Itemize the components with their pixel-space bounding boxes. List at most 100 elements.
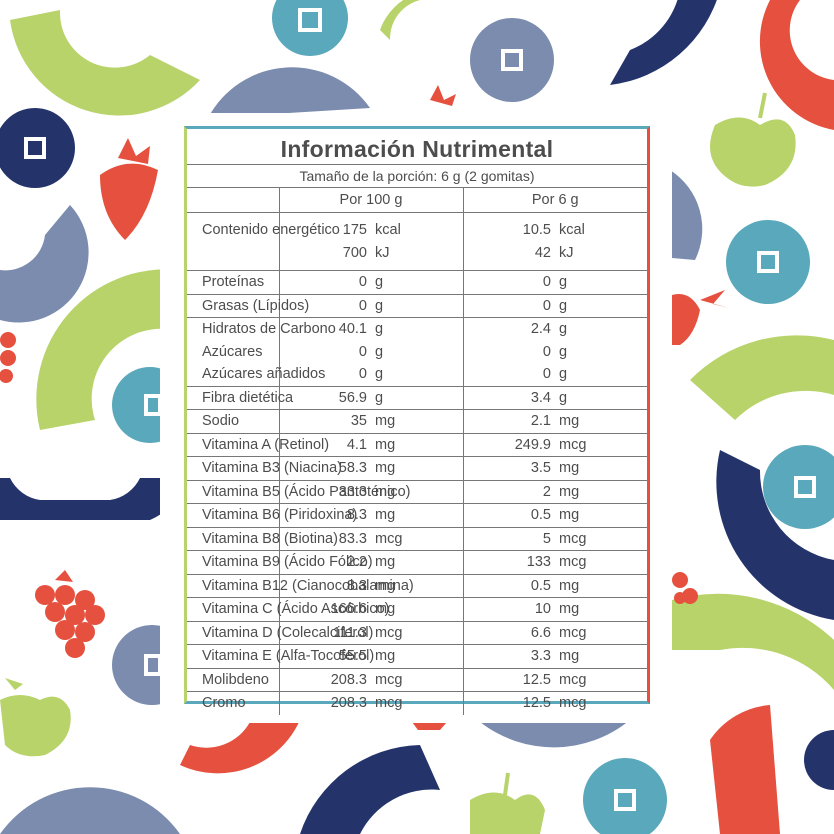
nutrient-row: Grasas (Lípidos) 0 g 0 g	[187, 294, 647, 318]
nutrient-unit: mg	[371, 433, 463, 457]
nutrient-unit2: g	[559, 321, 568, 337]
nutrient-per-serving: 12.5	[462, 668, 555, 692]
nutrient-per100: 0	[278, 340, 371, 363]
nutrient-name: Molibdeno	[187, 668, 279, 692]
nutrient-name: Vitamina A (Retinol)	[187, 433, 329, 457]
nutrient-name: Grasas (Lípidos)	[187, 294, 309, 318]
slate-dome-shape	[208, 67, 370, 118]
nutrient-unit: mcg	[371, 621, 463, 645]
panel-title: Información Nutrimental	[187, 129, 647, 165]
nutrient-name: Vitamina C (Ácido Ascórbico)	[187, 597, 390, 622]
nutrient-name: Vitamina E (Alfa-Tocoferol)	[187, 644, 374, 669]
nutrient-per100: 0	[278, 294, 371, 318]
nutrient-unit: g	[375, 321, 384, 337]
nutrient-unit: mg	[371, 409, 463, 434]
nutrient-name: Vitamina B3 (Niacina)	[187, 456, 342, 481]
nutrient-unit2: mcg	[555, 668, 647, 692]
nutrient-per100: 35	[278, 409, 371, 434]
navy-arc-shape	[300, 745, 440, 834]
nutrient-unit2: mg	[555, 503, 647, 528]
nutrient-unit: mg	[371, 480, 463, 504]
nutrient-row: Vitamina D (Colecalciferol) 111.3 mcg 6.6 mc…	[187, 621, 647, 645]
blueberry-icon	[804, 730, 834, 790]
red-arc-shape	[710, 705, 780, 834]
nutrient-per100: 208.3	[278, 668, 371, 692]
nutrient-per-serving: 3.3	[462, 644, 555, 669]
energy-kcal-per-serving: 10.5	[462, 212, 555, 242]
nutrient-unit: g	[371, 270, 463, 295]
energy-kj-unit: kJ	[371, 241, 463, 271]
nutrient-unit: g	[371, 294, 463, 318]
slate-dome-shape	[0, 787, 180, 834]
nutrient-unit: mg	[371, 597, 463, 622]
red-arc-shape	[180, 720, 300, 774]
nutrient-row: Vitamina C (Ácido Ascórbico) 166.6 mg 10 mg	[187, 597, 647, 622]
nutrient-row: Azúcares 0 g 0 g	[187, 340, 647, 363]
nutrition-table: Información Nutrimental Tamaño de la por…	[187, 129, 647, 715]
blueberry-icon	[0, 108, 75, 188]
navy-arc-shape	[610, 0, 717, 85]
nutrient-unit2: mg	[555, 597, 647, 622]
nutrient-row: Molibdeno 208.3 mcg 12.5 mcg	[187, 668, 647, 692]
nutrient-row: Vitamina B5 (Ácido Pantoténico) 33.3 mg 2 mg	[187, 480, 647, 504]
nutrient-unit: mg	[371, 456, 463, 481]
nutrient-per100: 56.9	[278, 386, 371, 410]
blueberry-icon	[763, 445, 834, 529]
raspberry-icon	[35, 570, 105, 658]
nutrient-per-serving: 0.5	[462, 574, 555, 598]
nutrient-per-serving: 0.5	[462, 503, 555, 528]
nutrient-unit2: mg	[555, 480, 647, 504]
nutrient-per100: 33.3	[278, 480, 371, 504]
nutrient-per-serving: 3.4	[462, 386, 555, 410]
nutrient-name: Vitamina B12 (Cianocobalamina)	[187, 574, 414, 598]
nutrient-per100: 40.1	[278, 317, 371, 341]
raspberry-icon	[0, 332, 16, 383]
slate-arc-shape	[0, 205, 89, 323]
blueberry-icon	[726, 220, 810, 304]
nutrient-unit2: g	[555, 386, 647, 410]
nutrient-unit: mg	[371, 644, 463, 669]
nutrient-per100: 83.3	[278, 527, 371, 551]
lime-slice-icon	[36, 269, 181, 430]
nutrient-name: Vitamina B5 (Ácido Pantoténico)	[187, 480, 411, 504]
navy-arc-shape	[0, 478, 190, 520]
nutrient-name: Hidratos de Carbono	[202, 321, 336, 337]
nutrient-unit2: g	[555, 294, 647, 318]
nutrient-per-serving: 0	[462, 294, 555, 318]
nutrient-per-serving: 2	[462, 480, 555, 504]
nutrient-per100: 4.1	[278, 433, 371, 457]
column-header-per100: Por 100 g	[278, 187, 463, 213]
energy-kj-unit2: kJ	[555, 241, 647, 271]
nutrient-per-serving: 2.4	[462, 317, 555, 341]
nutrient-per-serving: 0	[462, 270, 555, 295]
nutrient-unit: g	[371, 386, 463, 410]
apple-icon	[470, 772, 545, 834]
energy-kj-per100: 700	[278, 241, 371, 271]
nutrient-per-serving: 133	[462, 550, 555, 575]
nutrient-unit2: mg	[555, 456, 647, 481]
energy-kcal-unit2: kcal	[559, 222, 585, 238]
nutrient-per100: 2.2	[278, 550, 371, 575]
nutrient-unit2: g	[559, 343, 568, 360]
nutrient-unit: mcg	[371, 527, 463, 551]
nutrient-per-serving: 12.5	[462, 691, 555, 715]
nutrient-unit2: g	[555, 363, 647, 387]
nutrient-name: Fibra dietética	[187, 386, 293, 410]
apple-icon	[710, 92, 796, 187]
nutrient-per-serving: 10	[462, 597, 555, 622]
nutrient-name: Azúcares añadidos	[187, 363, 325, 387]
nutrient-per100: 0	[278, 270, 371, 295]
nutrient-per100: 166.6	[278, 597, 371, 622]
nutrient-per-serving: 249.9	[462, 433, 555, 457]
nutrient-row: Vitamina E (Alfa-Tocoferol) 55.5 mg 3.3 mg	[187, 644, 647, 669]
nutrient-row: Vitamina B12 (Cianocobalamina) 8.3 mg 0.5 mg	[187, 574, 647, 598]
nutrient-row: Hidratos de Carbono 40.1 g 2.4 g	[187, 317, 647, 341]
nutrient-unit: mg	[371, 574, 463, 598]
navy-arc-shape	[716, 450, 834, 620]
energy-kj-per-serving: 42	[462, 241, 555, 271]
nutrient-name: Vitamina B6 (Piridoxina)	[187, 503, 357, 528]
energy-kcal-unit: kcal	[375, 222, 401, 238]
nutrient-unit2: mg	[555, 409, 647, 434]
nutrient-per100: 8.3	[278, 574, 371, 598]
